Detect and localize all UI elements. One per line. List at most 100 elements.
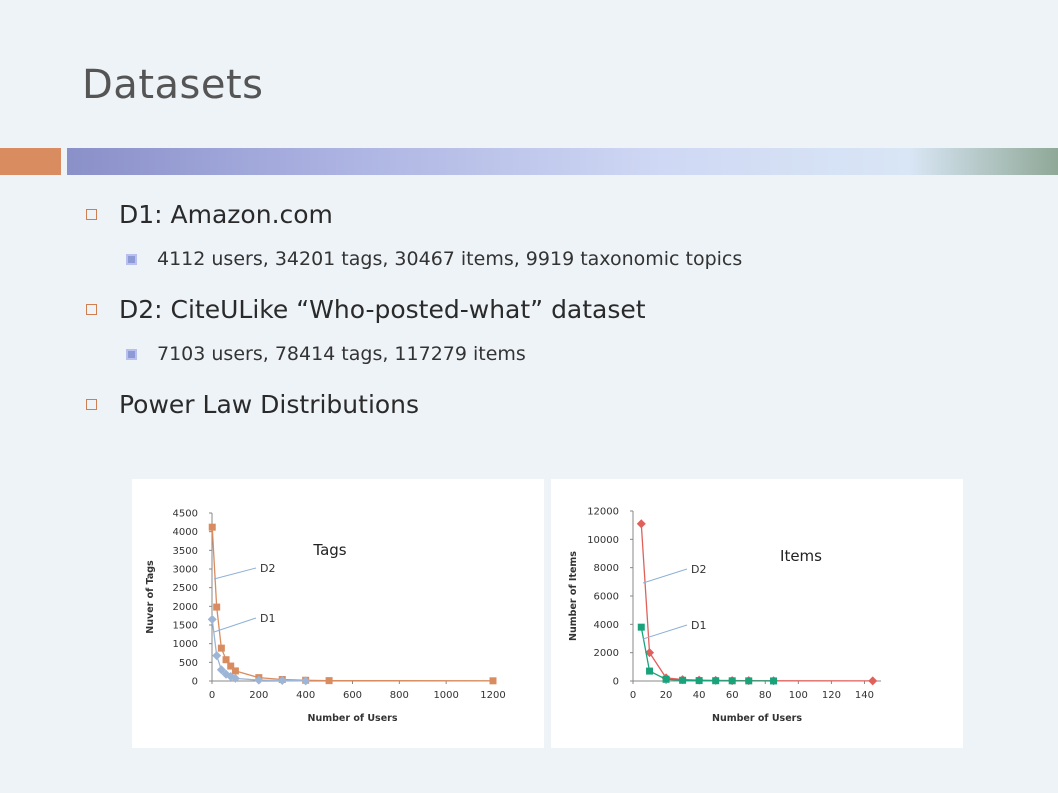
x-tick-label: 600 (343, 690, 362, 701)
data-point-d2 (213, 603, 221, 611)
tags-chart: 0 500 1000 1500 2000 2500 3000 3500 4000 4500 0 200… (145, 509, 506, 725)
data-point-d2 (217, 644, 225, 652)
series-label-d2: D2 (260, 562, 275, 575)
y-tick-label: 3000 (173, 565, 198, 576)
series-leader-line-d1 (213, 617, 257, 633)
data-point-d2 (231, 667, 239, 675)
x-tick-label: 0 (630, 690, 636, 701)
x-tick-label: 100 (789, 690, 808, 701)
sub-bullet-d1: 4112 users, 34201 tags, 30467 items, 991… (126, 248, 742, 270)
data-point-d1 (770, 677, 778, 685)
y-axis-label: Nuver of Tags (145, 560, 156, 634)
series-leader-line-d2 (213, 567, 257, 580)
x-tick-label: 1000 (433, 690, 458, 701)
y-tick-label: 500 (179, 658, 198, 669)
x-axis-label: Number of Users (712, 713, 802, 724)
bullet-power-law: Power Law Distributions (86, 390, 419, 419)
series-label-d1: D1 (691, 619, 706, 632)
y-tick-label: 4000 (173, 527, 198, 538)
x-tick-label: 800 (390, 690, 409, 701)
series-line-d1 (640, 627, 774, 682)
x-tick-label: 0 (209, 690, 215, 701)
chart-title: Tags (312, 541, 346, 559)
data-point-d2 (489, 677, 497, 685)
data-point-d2 (636, 519, 646, 529)
series-line-d2 (640, 523, 873, 682)
y-tick-label: 2000 (173, 602, 198, 613)
sub-bullet-d2-text: 7103 users, 78414 tags, 117279 items (157, 343, 526, 365)
y-tick-label: 2500 (173, 583, 198, 594)
x-tick-label: 60 (726, 690, 739, 701)
data-point-d1 (277, 676, 287, 686)
y-tick-label: 0 (613, 677, 619, 688)
y-tick-label: 6000 (594, 592, 619, 603)
sub-bullet-d1-text: 4112 users, 34201 tags, 30467 items, 991… (157, 248, 743, 270)
bullet-d2-text: D2: CiteULike “Who-posted-what” dataset (119, 295, 646, 324)
x-tick-label: 120 (822, 690, 841, 701)
data-point-d2 (222, 656, 230, 664)
data-point-d1 (207, 614, 217, 624)
data-point-d1 (646, 667, 654, 675)
series-leader-line-d1 (642, 624, 688, 640)
data-point-d1 (216, 665, 226, 675)
data-point-d1 (662, 675, 670, 683)
bullet-d1: D1: Amazon.com (86, 200, 333, 229)
accent-bar-left (0, 148, 61, 175)
series-label-d1: D1 (260, 612, 275, 625)
data-point-d1 (745, 677, 753, 685)
bullet-square-icon (86, 399, 97, 410)
data-point-d1 (712, 677, 720, 685)
data-point-d2 (208, 523, 216, 531)
y-tick-label: 10000 (587, 535, 619, 546)
data-point-d1 (695, 677, 703, 685)
x-tick-label: 140 (855, 690, 874, 701)
slide-title: Datasets (82, 62, 264, 108)
items-chart-panel: 0 2000 4000 6000 8000 10000 12000 0 20 40 60 80 100 1… (551, 479, 963, 748)
data-point-d1 (728, 677, 736, 685)
bullet-square-icon (86, 304, 97, 315)
data-point-d1 (679, 676, 687, 684)
x-axis-label: Number of Users (308, 713, 398, 724)
items-chart: 0 2000 4000 6000 8000 10000 12000 0 20 40 60 80 100 1… (568, 507, 881, 724)
sub-bullet-square-icon (126, 348, 137, 360)
y-tick-label: 0 (192, 677, 198, 688)
tags-chart-panel: 0 500 1000 1500 2000 2500 3000 3500 4000 4500 0 200… (132, 479, 544, 748)
series-leader-line-d2 (642, 568, 688, 584)
chart-title: Items (780, 547, 822, 565)
y-tick-label: 1500 (173, 621, 198, 632)
data-point-d2 (868, 676, 878, 686)
y-tick-label: 3500 (173, 546, 198, 557)
sub-bullet-d2: 7103 users, 78414 tags, 117279 items (126, 343, 526, 365)
x-tick-label: 20 (660, 690, 673, 701)
bullet-power-law-text: Power Law Distributions (119, 390, 420, 419)
data-point-d1 (254, 675, 264, 685)
sub-bullet-square-icon (126, 253, 137, 265)
bullet-d1-text: D1: Amazon.com (119, 200, 333, 229)
y-tick-label: 2000 (594, 648, 619, 659)
y-tick-label: 4500 (173, 509, 198, 520)
y-tick-label: 12000 (587, 507, 619, 518)
x-tick-label: 400 (296, 690, 315, 701)
bullet-square-icon (86, 209, 97, 220)
y-tick-label: 8000 (594, 563, 619, 574)
data-point-d2 (227, 662, 235, 670)
bullet-d2: D2: CiteULike “Who-posted-what” dataset (86, 295, 646, 324)
x-tick-label: 1200 (480, 690, 505, 701)
y-tick-label: 1000 (173, 639, 198, 650)
x-tick-label: 200 (249, 690, 268, 701)
series-label-d2: D2 (691, 563, 706, 576)
data-point-d1 (212, 651, 222, 661)
x-tick-label: 40 (693, 690, 706, 701)
data-point-d1 (230, 673, 240, 683)
data-point-d2 (325, 677, 333, 685)
y-axis-label: Number of Items (568, 551, 579, 641)
data-point-d1 (221, 669, 231, 679)
accent-bar-right (67, 148, 1058, 175)
data-point-d1 (637, 623, 645, 631)
x-tick-label: 80 (759, 690, 772, 701)
y-tick-label: 4000 (594, 620, 619, 631)
series-line-d2 (211, 527, 494, 682)
data-point-d1 (301, 676, 311, 686)
data-point-d1 (226, 672, 236, 682)
data-point-d2 (645, 648, 655, 658)
